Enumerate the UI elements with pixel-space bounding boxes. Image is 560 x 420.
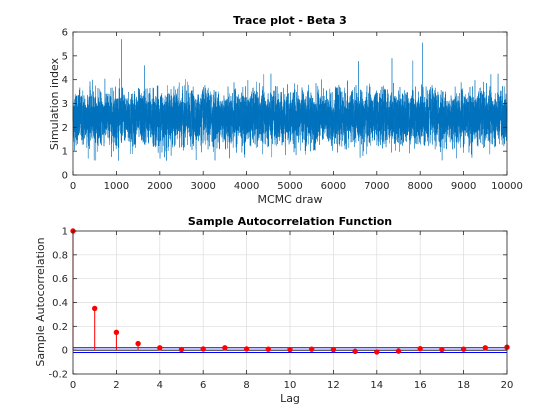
acf-x-tick-label: 4 [157, 380, 163, 391]
trace-x-tick-label: 3000 [190, 181, 215, 192]
trace-x-tick-label: 0 [70, 181, 76, 192]
acf-stem-marker [113, 329, 120, 335]
acf-x-tick-label: 14 [370, 380, 383, 391]
acf-y-ticks: -0.2 0 0.2 0.4 0.6 0.8 1 [48, 227, 507, 381]
acf-plot: Sample Autocorrelation Function 0 2 4 6 8 10 1… [34, 215, 513, 405]
acf-x-tick-label: 20 [501, 380, 514, 391]
trace-x-ticks: 0 1000 2000 3000 4000 5000 6000 7000 8000 9000 100… [70, 32, 523, 192]
acf-stem-marker [395, 348, 402, 354]
acf-x-ticks: 0 2 4 6 8 10 12 14 16 18 20 [70, 231, 514, 391]
acf-stem-marker [135, 340, 141, 347]
acf-plot-title: Sample Autocorrelation Function [188, 215, 392, 228]
acf-y-tick-label: 0 [62, 346, 68, 357]
acf-stem-marker [439, 346, 445, 353]
trace-x-tick-label: 1000 [104, 181, 129, 192]
trace-x-tick-label: 9000 [451, 181, 476, 192]
acf-x-tick-label: 0 [70, 380, 76, 391]
trace-x-tick-label: 10000 [491, 181, 523, 192]
trace-x-tick-label: 7000 [364, 181, 389, 192]
acf-stem-marker [330, 346, 337, 353]
acf-x-tick-label: 2 [113, 380, 119, 391]
acf-y-tick-label: 0.6 [52, 274, 68, 285]
acf-stem-marker [374, 349, 380, 355]
acf-x-tick-label: 16 [414, 380, 427, 391]
acf-stem-marker [352, 348, 358, 355]
trace-series [72, 39, 508, 161]
trace-y-tick-label: 5 [62, 51, 68, 62]
acf-y-tick-label: 1 [62, 227, 68, 238]
trace-plot-title: Trace plot - Beta 3 [233, 14, 347, 27]
acf-y-tick-label: 0.8 [52, 250, 68, 261]
trace-x-label: MCMC draw [257, 193, 322, 206]
trace-x-tick-label: 2000 [147, 181, 172, 192]
trace-y-tick-label: 2 [62, 123, 68, 134]
acf-x-tick-label: 18 [457, 380, 470, 391]
acf-x-tick-label: 10 [284, 380, 297, 391]
trace-y-tick-label: 3 [62, 99, 68, 110]
trace-y-tick-label: 0 [62, 171, 68, 182]
trace-y-ticks: 0 1 2 3 4 5 6 [62, 28, 507, 182]
trace-y-tick-label: 6 [62, 28, 68, 39]
trace-x-tick-label: 4000 [234, 181, 259, 192]
acf-x-tick-label: 8 [243, 380, 249, 391]
acf-y-label: Sample Autocorrelation [34, 237, 47, 366]
acf-y-tick-label: -0.2 [48, 370, 68, 381]
trace-line [72, 39, 508, 161]
trace-x-tick-label: 8000 [407, 181, 432, 192]
acf-stem-marker [157, 345, 163, 351]
acf-stem-marker [460, 346, 467, 352]
acf-y-tick-label: 0.4 [52, 298, 68, 309]
trace-y-tick-label: 1 [62, 147, 68, 158]
trace-x-tick-label: 5000 [277, 181, 302, 192]
acf-x-tick-label: 6 [200, 380, 206, 391]
acf-stem-marker [287, 346, 293, 353]
acf-y-tick-label: 0.2 [52, 322, 68, 333]
acf-stem-marker [482, 345, 488, 351]
acf-stem-marker [178, 346, 185, 353]
acf-stem-marker [222, 345, 228, 351]
trace-plot: Trace plot - Beta 3 0 1000 2000 3000 4000 500… [48, 14, 523, 206]
acf-stem-marker [200, 346, 206, 352]
trace-x-tick-label: 6000 [321, 181, 346, 192]
acf-stem-marker [92, 305, 98, 312]
acf-stem-marker [243, 346, 250, 352]
acf-stem-marker [265, 346, 271, 352]
acf-stem-marker [417, 346, 423, 352]
acf-x-label: Lag [280, 392, 300, 405]
acf-x-tick-label: 12 [327, 380, 340, 391]
trace-y-label: Simulation index [48, 57, 61, 150]
trace-y-tick-label: 4 [62, 75, 68, 86]
acf-stem-marker [309, 346, 315, 352]
